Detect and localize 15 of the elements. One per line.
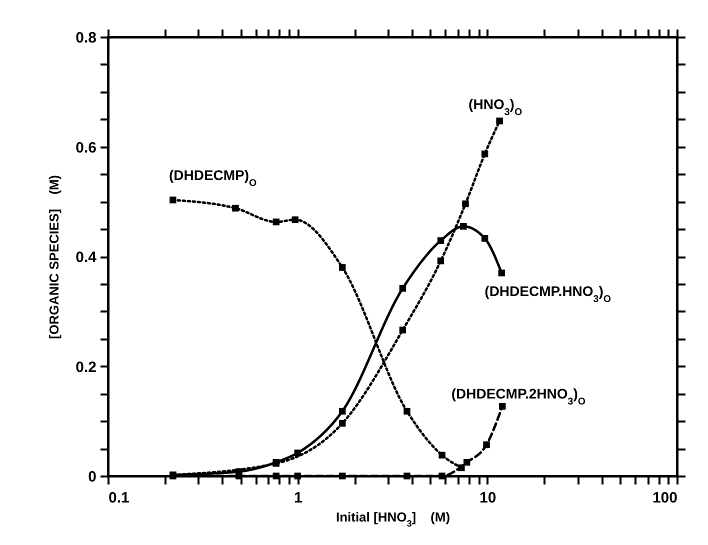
y-axis-title: [ORGANIC SPECIES] (M) <box>46 175 62 339</box>
x-tick-label: 100 <box>652 490 678 506</box>
x-axis-title: Initial [HNO$_{3}$] (M) <box>336 510 450 528</box>
x-tick-label: 0.1 <box>108 490 130 506</box>
x-tick-label: 1 <box>294 490 302 506</box>
y-tick-label: 0.8 <box>76 30 96 46</box>
y-tick-label: 0 <box>88 468 96 486</box>
y-tick-label: 0.4 <box>76 249 98 266</box>
series-label: (DHDECMP.2HNO$_{3}$)$_{O}$ <box>451 385 586 407</box>
series-label: (DHDECMP.HNO$_{3}$)$_{O}$ <box>484 282 612 304</box>
series-label: (HNO$_{3}$)$_{O}$ <box>468 96 522 118</box>
y-tick-label: 0.2 <box>76 358 96 376</box>
x-tick-label: 10 <box>479 490 496 506</box>
series-label: (DHDECMP)$_{O}$ <box>168 166 258 188</box>
y-tick-label: 0.6 <box>76 139 96 156</box>
